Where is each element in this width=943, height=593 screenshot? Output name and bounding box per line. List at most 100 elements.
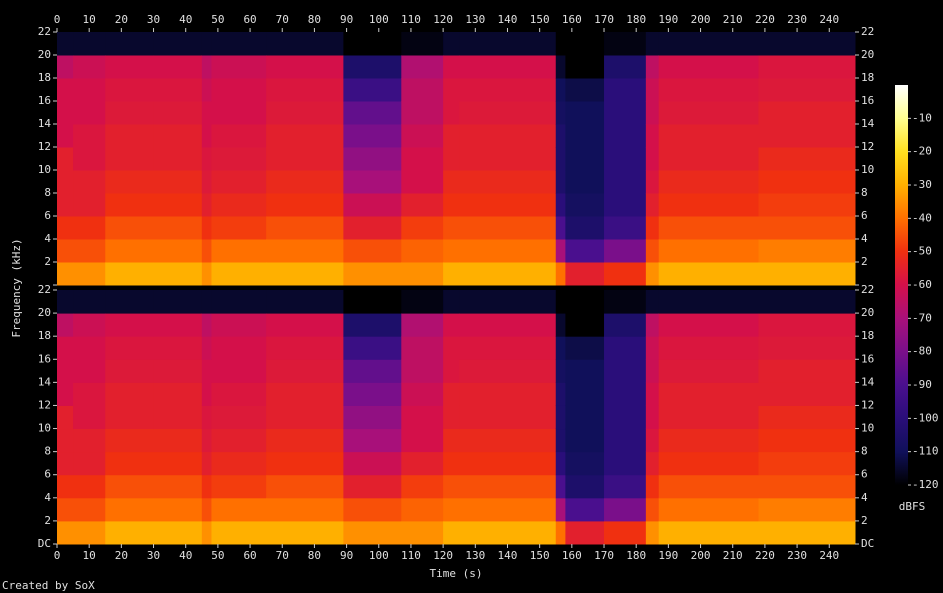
x-tick-label: 170	[594, 549, 614, 562]
spectrogram-cell	[658, 474, 759, 499]
spectrogram-cell	[401, 170, 444, 194]
spectrogram-cell	[153, 239, 203, 263]
spectrogram-cell	[73, 497, 106, 522]
spectrogram-cell	[201, 193, 212, 217]
y-tick-label: 8	[44, 186, 51, 199]
colorbar-tick-label: -20	[912, 145, 932, 158]
spectrogram-cell	[565, 170, 605, 194]
spectrogram-cell	[153, 170, 203, 194]
spectrogram-cell	[201, 382, 212, 406]
spectrogram-cell	[658, 170, 759, 194]
spectrogram-cell	[153, 216, 203, 240]
x-axis-label: Time (s)	[430, 567, 483, 580]
spectrogram-cell	[211, 428, 267, 453]
spectrogram-cell	[153, 428, 203, 453]
spectrogram-cell	[266, 262, 344, 286]
spectrogram-cell	[57, 497, 74, 522]
x-tick-label: 60	[243, 13, 256, 26]
colorbar-tick-label: -10	[912, 111, 932, 124]
spectrogram-cell	[658, 336, 759, 360]
spectrogram-cell	[443, 382, 460, 406]
spectrogram-cell	[153, 32, 203, 56]
spectrogram-cell	[153, 193, 203, 217]
spectrogram-cell	[211, 359, 267, 383]
y-tick-label: 18	[861, 71, 874, 84]
y-tick-label: 20	[38, 48, 51, 61]
y-tick-label: 12	[861, 398, 874, 411]
y-tick-label: 2	[861, 255, 868, 268]
spectrogram-cell	[555, 405, 566, 430]
spectrogram-cell	[266, 147, 344, 171]
spectrogram-cell	[401, 336, 444, 360]
spectrogram-cell	[443, 78, 460, 102]
spectrogram-cell	[201, 497, 212, 522]
x-tick-label: 240	[819, 13, 839, 26]
spectrogram-cell	[211, 405, 267, 430]
y-tick-label: 6	[861, 209, 868, 222]
spectrogram-cell	[565, 405, 605, 430]
spectrogram-cell	[604, 405, 647, 430]
spectrogram-cell	[73, 101, 106, 125]
y-tick-label: 8	[861, 186, 868, 199]
y-tick-label: 2	[44, 255, 51, 268]
spectrogram-cell	[459, 497, 557, 522]
spectrogram-cell	[658, 124, 759, 148]
spectrogram-cell	[459, 147, 557, 171]
spectrogram-cell	[758, 216, 856, 240]
y-tick-label: 4	[861, 232, 868, 245]
x-tick-label: 150	[530, 13, 550, 26]
x-tick-label: 120	[433, 549, 453, 562]
spectrogram-cell	[211, 101, 267, 125]
spectrogram-cell	[443, 32, 460, 56]
x-tick-label: 60	[243, 549, 256, 562]
colorbar-tick-label: -40	[912, 211, 932, 224]
spectrogram-cell	[555, 428, 566, 453]
spectrogram-cell	[604, 193, 647, 217]
x-tick-label: 100	[369, 13, 389, 26]
spectrogram-cell	[343, 382, 402, 406]
spectrogram-cell	[105, 55, 155, 79]
spectrogram-cell	[443, 55, 460, 79]
y-tick-label: 6	[44, 209, 51, 222]
x-tick-label: 120	[433, 13, 453, 26]
spectrogram-cell	[658, 313, 759, 337]
spectrogram-cell	[343, 520, 402, 545]
spectrogram-cell	[565, 147, 605, 171]
spectrogram-cell	[758, 405, 856, 430]
spectrogram-cell	[645, 32, 660, 56]
spectrogram-cell	[565, 428, 605, 453]
spectrogram-cell	[565, 520, 605, 545]
spectrogram-cell	[201, 32, 212, 56]
spectrogram-cell	[266, 451, 344, 476]
spectrogram-cell	[758, 239, 856, 263]
spectrogram-cell	[658, 382, 759, 406]
spectrogram-cell	[57, 290, 74, 314]
x-tick-label: 230	[787, 549, 807, 562]
spectrogram-cell	[105, 290, 155, 314]
spectrogram-cell	[555, 216, 566, 240]
spectrogram-cell	[211, 497, 267, 522]
spectrogram-cell	[343, 101, 402, 125]
spectrogram-cell	[555, 193, 566, 217]
spectrogram-cell	[153, 262, 203, 286]
y-tick-label: 10	[861, 163, 874, 176]
y-tick-label: 6	[861, 468, 868, 481]
spectrogram-cell	[555, 290, 566, 314]
spectrogram-cell	[443, 170, 460, 194]
spectrogram-cell	[758, 497, 856, 522]
spectrogram-cell	[443, 405, 460, 430]
spectrogram-cell	[565, 262, 605, 286]
y-tick-label: 4	[44, 232, 51, 245]
spectrogram-cell	[57, 147, 74, 171]
spectrogram-cell	[266, 32, 344, 56]
spectrogram-cell	[57, 170, 74, 194]
spectrogram-cell	[211, 336, 267, 360]
y-tick-label: 16	[38, 94, 51, 107]
spectrogram-cell	[343, 405, 402, 430]
y-tick-label: 2	[44, 514, 51, 527]
x-tick-label: 80	[308, 13, 321, 26]
spectrogram-cell	[658, 55, 759, 79]
spectrogram-cell	[105, 78, 155, 102]
spectrogram-cell	[73, 239, 106, 263]
spectrogram-cell	[401, 290, 444, 314]
